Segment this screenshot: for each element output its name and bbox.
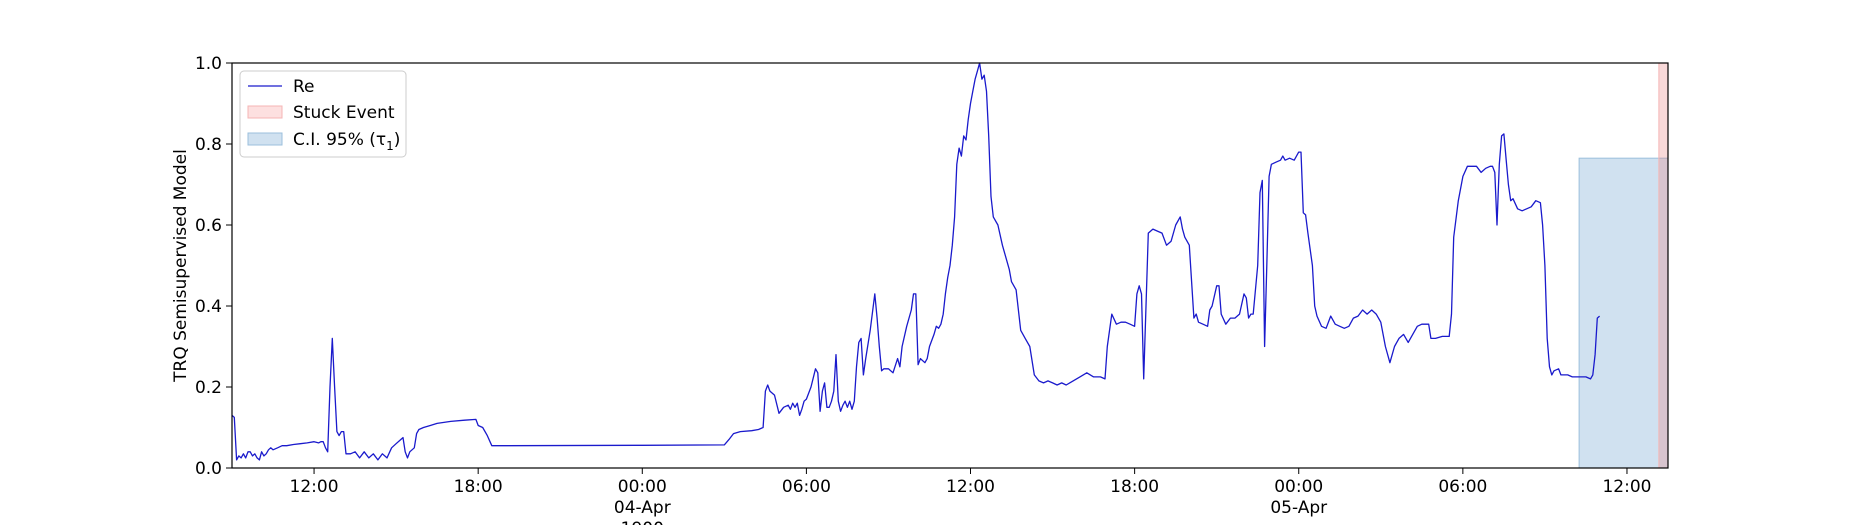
y-tick-label: 0.0 xyxy=(195,459,222,479)
legend: Re Stuck Event C.I. 95% (τ1) xyxy=(239,70,407,158)
series-layer xyxy=(231,62,1601,461)
x-tick-label: 18:00 xyxy=(454,477,503,497)
x-tick-label: 12:00 xyxy=(1602,477,1651,497)
legend-label: Re xyxy=(293,77,315,97)
shaded-regions xyxy=(1578,62,1669,469)
y-tick-label: 1.0 xyxy=(195,54,222,74)
x-tick-label: 06:00 xyxy=(782,477,831,497)
stuck-event-band xyxy=(1658,62,1669,469)
legend-label: C.I. 95% (τ1) xyxy=(293,130,400,153)
x-tick-date-label: 04-Apr xyxy=(614,498,671,518)
x-tick-year-label: 1900 xyxy=(621,519,664,525)
y-axis-label: TRQ Semisupervised Model xyxy=(171,149,191,383)
legend-label-end: ) xyxy=(394,130,401,150)
legend-label-subscript: 1 xyxy=(386,139,394,153)
y-axis: 0.0 0.2 0.4 0.6 0.8 1.0 xyxy=(195,54,232,479)
ci-95-band xyxy=(1578,157,1669,469)
x-tick-label: 00:00 xyxy=(1274,477,1323,497)
x-tick-label: 06:00 xyxy=(1438,477,1487,497)
legend-label: Stuck Event xyxy=(293,103,395,123)
y-tick-label: 0.2 xyxy=(195,378,222,398)
axes-frame xyxy=(231,62,1669,469)
x-tick-label: 18:00 xyxy=(1110,477,1159,497)
legend-swatch-stuck xyxy=(247,105,283,119)
x-axis: 12:0018:0000:0004-Apr190006:0012:0018:00… xyxy=(290,468,1651,525)
y-tick-label: 0.6 xyxy=(195,216,222,236)
legend-label-main: C.I. 95% (τ xyxy=(293,130,386,150)
x-tick-label: 12:00 xyxy=(290,477,339,497)
y-tick-label: 0.8 xyxy=(195,135,222,155)
x-tick-date-label: 05-Apr xyxy=(1270,498,1327,518)
x-tick-label: 00:00 xyxy=(618,477,667,497)
legend-swatch-ci xyxy=(247,132,283,146)
series-line-re xyxy=(231,62,1601,461)
x-tick-label: 12:00 xyxy=(946,477,995,497)
y-tick-label: 0.4 xyxy=(195,297,222,317)
